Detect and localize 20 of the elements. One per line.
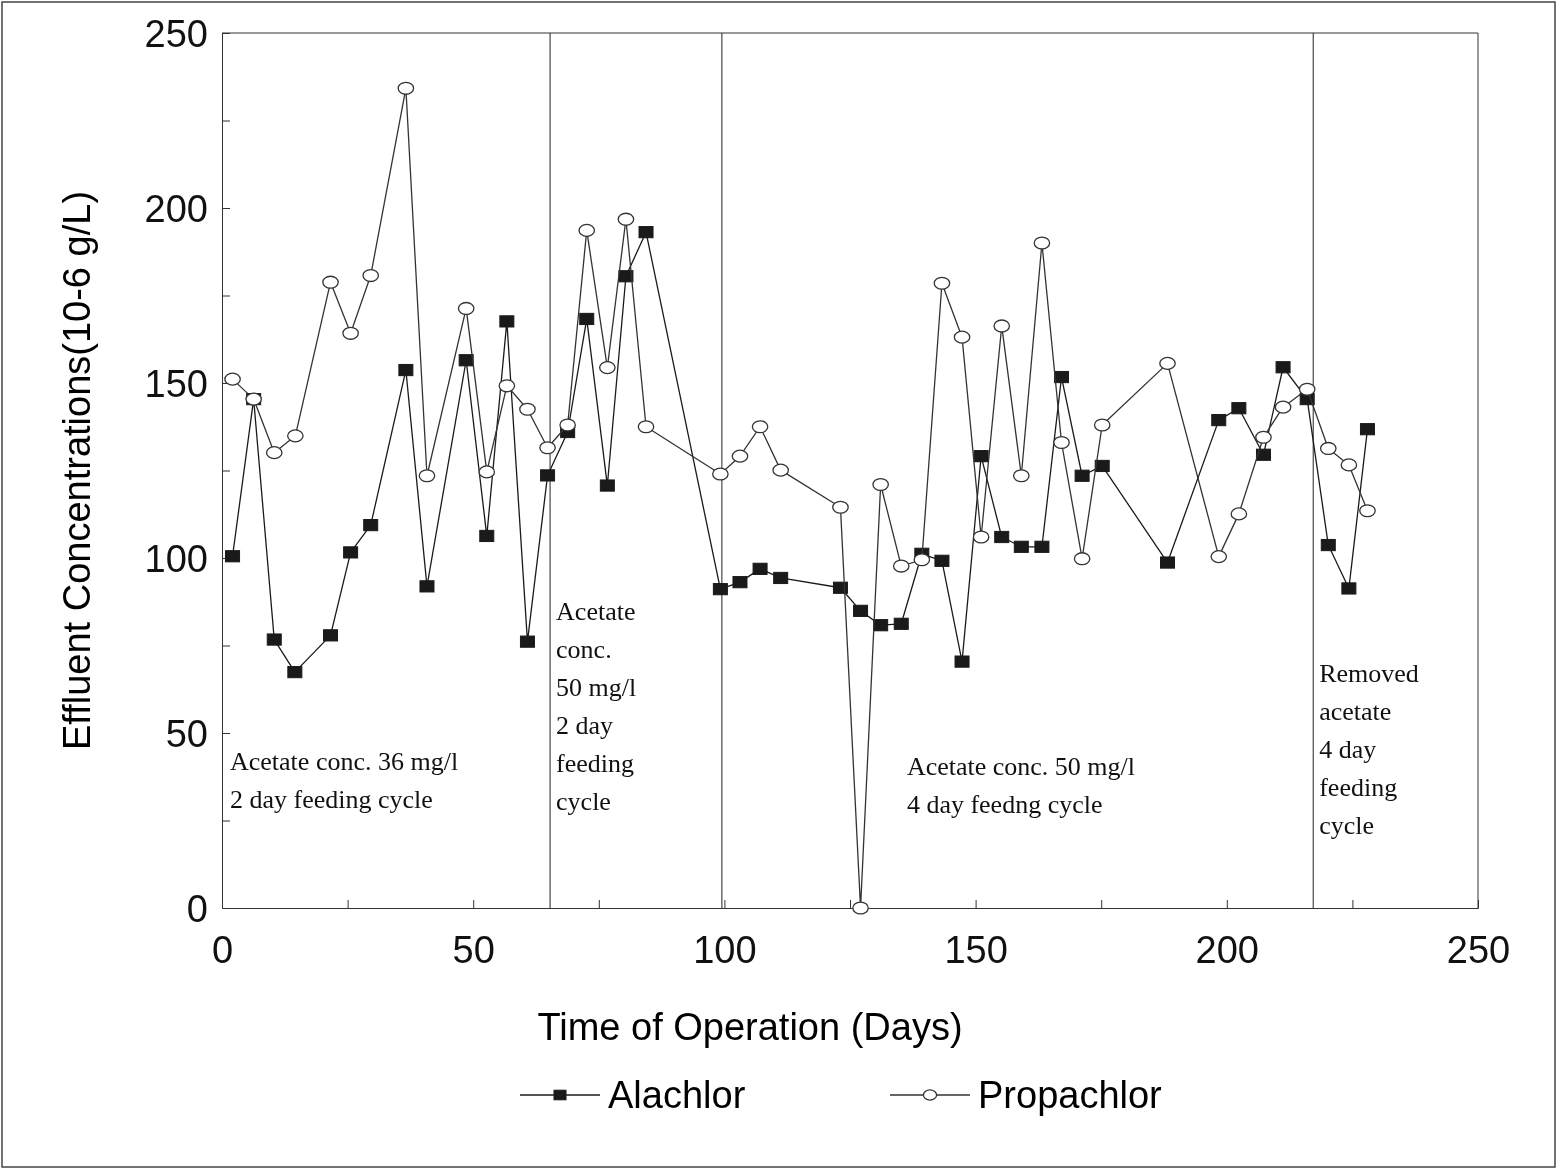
y-tick-label: 0	[186, 887, 208, 930]
y-tick-label: 50	[165, 712, 208, 755]
legend-label: Alachlor	[608, 1074, 746, 1117]
annotation: Acetate conc. 50 mg/l 2 day feeding cycle	[556, 597, 637, 816]
y-tick-label: 250	[144, 12, 208, 55]
x-tick-label: 50	[452, 928, 495, 971]
x-tick-label: 100	[693, 928, 757, 971]
y-axis-title: Effluent Concentrations(10-6 g/L)	[56, 190, 98, 751]
y-tick-label: 100	[144, 537, 208, 580]
x-tick-label: 200	[1195, 928, 1259, 971]
y-tick-label: 200	[144, 187, 208, 230]
y-tick-label: 150	[144, 362, 208, 405]
annotation: Acetate conc. 36 mg/l 2 day feeding cycle	[230, 747, 459, 814]
x-tick-label: 150	[944, 928, 1008, 971]
annotation: Acetate conc. 50 mg/l 4 day feedng cycle	[906, 752, 1136, 819]
x-tick-label: 250	[1446, 928, 1511, 971]
annotation: Removed acetate 4 day feeding cycle	[1319, 659, 1419, 840]
x-axis-title: Time of Operation (Days)	[537, 1006, 963, 1048]
legend-label: Propachlor	[978, 1074, 1163, 1117]
x-tick-label: 0	[211, 928, 234, 971]
